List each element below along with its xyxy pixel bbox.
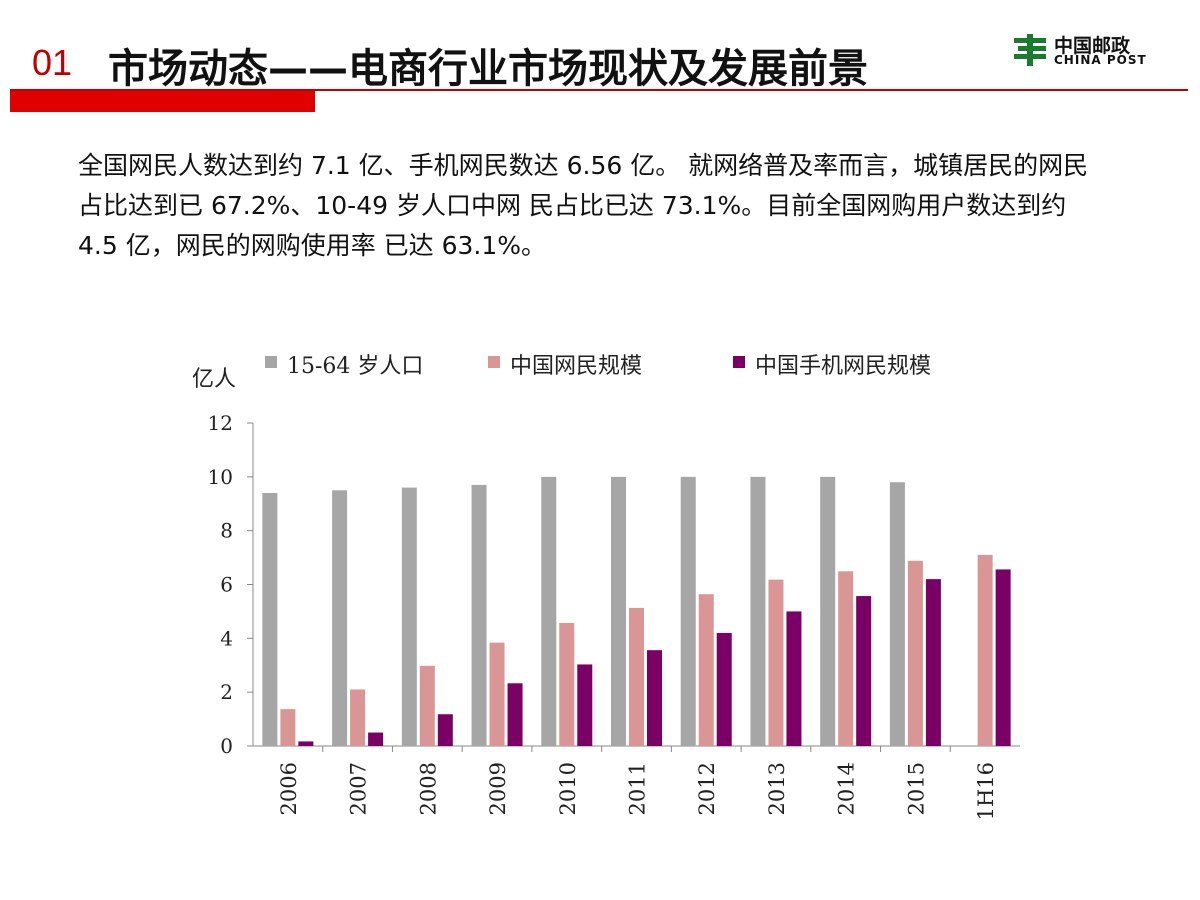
legend-swatch [265, 356, 277, 368]
legend-label: 中国手机网民规模 [755, 354, 931, 379]
bar [298, 741, 314, 746]
bar [750, 476, 766, 746]
logo-icon [1014, 34, 1046, 66]
x-tick-label: 1H16 [974, 762, 998, 820]
x-tick-label: 2009 [486, 762, 510, 815]
bar [437, 714, 453, 746]
bar [350, 689, 366, 746]
x-tick-label: 2008 [416, 762, 440, 815]
bar [262, 492, 278, 746]
bar [977, 554, 993, 746]
bar [280, 709, 296, 746]
bar [786, 611, 802, 746]
bar [680, 476, 696, 746]
x-tick-label: 2010 [556, 762, 580, 815]
x-tick-label: 2013 [765, 762, 789, 815]
bar [889, 482, 905, 746]
logo-text: CHINA POST [1054, 53, 1147, 67]
bar [507, 683, 523, 746]
title-bar [10, 91, 315, 112]
bar [698, 594, 714, 746]
y-axis-label: 亿人 [192, 367, 236, 392]
bar [856, 596, 872, 746]
bar [368, 732, 384, 746]
x-tick-label: 2006 [277, 762, 301, 815]
bar [907, 560, 923, 746]
bar [820, 476, 836, 746]
bar [489, 642, 505, 746]
bar [838, 571, 854, 746]
x-tick-label: 2015 [904, 762, 928, 815]
y-tick-label: 2 [220, 680, 233, 704]
x-tick-label: 2007 [347, 762, 371, 815]
bar [577, 664, 593, 746]
y-tick-label: 8 [220, 519, 233, 543]
legend-swatch [488, 356, 500, 368]
bar [768, 579, 784, 746]
bar [541, 476, 557, 746]
y-tick-label: 4 [220, 626, 233, 650]
legend-label: 15-64 岁人口 [287, 354, 423, 379]
y-tick-label: 0 [220, 734, 233, 758]
bar [629, 607, 644, 746]
y-tick-label: 10 [208, 465, 233, 489]
paragraph: 全国网民人数达到约 7.1 亿、手机网民数达 6.56 亿。 就网络普及率而言，… [78, 151, 1089, 260]
bar [647, 650, 662, 746]
bar [995, 569, 1011, 746]
section-number: 01 [32, 42, 73, 83]
x-tick-label: 2011 [626, 762, 650, 815]
x-tick-label: 2012 [695, 762, 719, 815]
bar [419, 665, 435, 746]
legend-swatch [733, 356, 745, 368]
y-tick-label: 6 [220, 573, 233, 597]
title-rule [10, 89, 1188, 91]
bar [332, 490, 348, 746]
bar [716, 632, 732, 746]
logo-text: 中国邮政 [1054, 35, 1131, 57]
legend-label: 中国网民规模 [510, 354, 642, 379]
bar [559, 622, 575, 746]
bar [611, 476, 626, 746]
bar [471, 484, 487, 746]
bar [925, 579, 941, 746]
x-tick-label: 2014 [835, 762, 859, 815]
y-tick-label: 12 [208, 411, 233, 435]
slide-title: 市场动态——电商行业市场现状及发展前景 [108, 46, 868, 92]
bar [401, 487, 417, 746]
